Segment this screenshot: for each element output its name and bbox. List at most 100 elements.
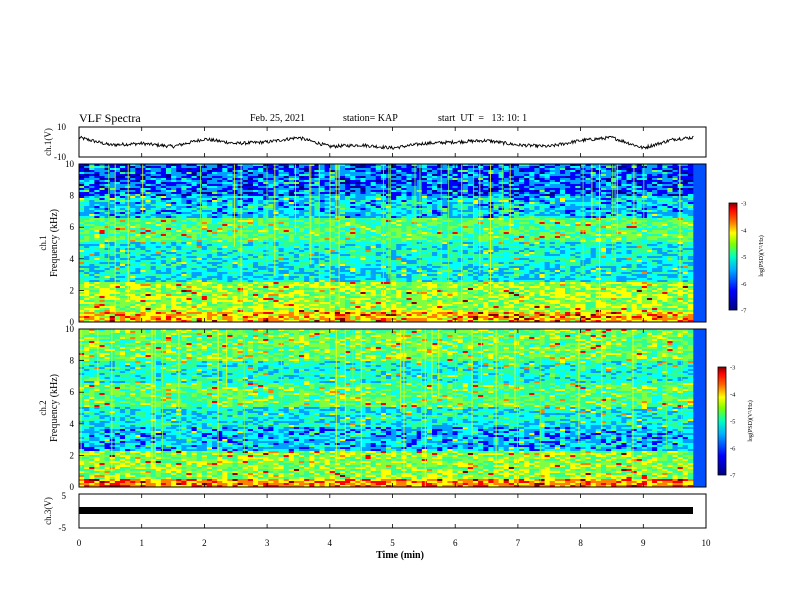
spectrogram-cell bbox=[626, 174, 631, 176]
spectrogram-cell bbox=[299, 226, 304, 228]
spectrogram-cell bbox=[688, 218, 693, 220]
spectrogram-cell bbox=[212, 242, 217, 244]
spectrogram-cell bbox=[376, 220, 381, 222]
spectrogram-cell bbox=[488, 236, 493, 238]
spectrogram-cell bbox=[156, 222, 161, 224]
spectrogram-cell bbox=[202, 216, 207, 218]
spectrogram-cell bbox=[683, 206, 688, 208]
spectrogram-cell bbox=[412, 196, 417, 198]
spectrogram-cell bbox=[340, 196, 345, 198]
spectrogram-cell bbox=[146, 182, 151, 184]
spectrogram-cell bbox=[550, 176, 555, 178]
spectrogram-cell bbox=[79, 188, 84, 190]
spectrogram-cell bbox=[279, 170, 284, 172]
spectrogram-cell bbox=[519, 188, 524, 190]
spectrogram-cell bbox=[499, 208, 504, 210]
spectrogram-cell bbox=[197, 166, 202, 168]
spectrogram-cell bbox=[289, 182, 294, 184]
spectrogram-cell bbox=[171, 176, 176, 178]
spectrogram-cell bbox=[279, 204, 284, 206]
spectrogram-cell bbox=[652, 224, 657, 226]
spectrogram-cell bbox=[427, 186, 432, 188]
spectrogram-cell bbox=[340, 192, 345, 194]
spectrogram-cell bbox=[545, 186, 550, 188]
spectrogram-cell bbox=[140, 240, 145, 242]
spectrogram-cell bbox=[304, 214, 309, 216]
spectrogram-cell bbox=[458, 236, 463, 238]
spectrogram-cell bbox=[243, 232, 248, 234]
spectrogram-cell bbox=[135, 210, 140, 212]
spectrogram-cell bbox=[197, 184, 202, 186]
spectrogram-cell bbox=[509, 242, 514, 244]
spectrogram-cell bbox=[391, 212, 396, 214]
spectrogram-cell bbox=[366, 218, 371, 220]
spectrogram-cell bbox=[151, 222, 156, 224]
spectrogram-cell bbox=[130, 188, 135, 190]
spectrogram-cell bbox=[192, 238, 197, 240]
spectrogram-cell bbox=[140, 238, 145, 240]
spectrogram-cell bbox=[401, 206, 406, 208]
spectrogram-cell bbox=[632, 224, 637, 226]
spectrogram-cell bbox=[94, 218, 99, 220]
spectrogram-cell bbox=[371, 222, 376, 224]
spectrogram-cell bbox=[391, 172, 396, 174]
spectrogram-cell bbox=[84, 234, 89, 236]
spectrogram-cell bbox=[79, 232, 84, 234]
spectrogram-cell bbox=[120, 222, 125, 224]
spectrogram-cell bbox=[504, 192, 509, 194]
spectrogram-cell bbox=[601, 200, 606, 202]
spectrogram-cell bbox=[156, 234, 161, 236]
spectrogram-cell bbox=[135, 172, 140, 174]
spectrogram-cell bbox=[468, 216, 473, 218]
spectrogram-cell bbox=[514, 210, 519, 212]
spectrogram-cell bbox=[197, 220, 202, 222]
spectrogram-cell bbox=[499, 184, 504, 186]
spectrogram-cell bbox=[488, 220, 493, 222]
spectrogram-cell bbox=[233, 198, 238, 200]
spectrogram-cell bbox=[110, 200, 115, 202]
spectrogram-cell bbox=[186, 194, 191, 196]
spectrogram-cell bbox=[621, 170, 626, 172]
spectrogram-cell bbox=[657, 202, 662, 204]
spectrogram-cell bbox=[652, 212, 657, 214]
spectrogram-cell bbox=[611, 194, 616, 196]
spectrogram-cell bbox=[637, 186, 642, 188]
spectrogram-cell bbox=[217, 190, 222, 192]
spectrogram-cell bbox=[319, 190, 324, 192]
spectrogram-cell bbox=[197, 226, 202, 228]
spectrogram-cell bbox=[493, 190, 498, 192]
spectrogram-cell bbox=[621, 174, 626, 176]
spectrogram-cell bbox=[89, 218, 94, 220]
spectrogram-cell bbox=[688, 222, 693, 224]
spectrogram-cell bbox=[453, 182, 458, 184]
spectrogram-cell bbox=[238, 230, 243, 232]
spectrogram-cell bbox=[422, 200, 427, 202]
spectrogram-cell bbox=[606, 190, 611, 192]
spectrogram-cell bbox=[227, 220, 232, 222]
spectrogram-cell bbox=[355, 208, 360, 210]
spectrogram-cell bbox=[110, 176, 115, 178]
spectrogram-cell bbox=[273, 166, 278, 168]
spectrogram-cell bbox=[534, 168, 539, 170]
spectrogram-cell bbox=[99, 198, 104, 200]
spectrogram-cell bbox=[130, 236, 135, 238]
spectrogram-cell bbox=[253, 230, 258, 232]
spectrogram-cell bbox=[657, 204, 662, 206]
spectrogram-cell bbox=[601, 198, 606, 200]
spectrogram-cell bbox=[601, 170, 606, 172]
spectrogram-cell bbox=[181, 230, 186, 232]
spectrogram-cell bbox=[135, 192, 140, 194]
spectrogram-cell bbox=[519, 166, 524, 168]
spectrogram-cell bbox=[611, 214, 616, 216]
spectrogram-cell bbox=[483, 200, 488, 202]
spectrogram-cell bbox=[662, 172, 667, 174]
spectrogram-cell bbox=[186, 204, 191, 206]
spectrogram-cell bbox=[534, 182, 539, 184]
spectrogram-cell bbox=[626, 200, 631, 202]
spectrogram-cell bbox=[166, 174, 171, 176]
spectrogram-cell bbox=[406, 232, 411, 234]
spectrogram-cell bbox=[243, 240, 248, 242]
spectrogram-cell bbox=[499, 226, 504, 228]
spectrogram-cell bbox=[99, 214, 104, 216]
spectrogram-cell bbox=[89, 172, 94, 174]
